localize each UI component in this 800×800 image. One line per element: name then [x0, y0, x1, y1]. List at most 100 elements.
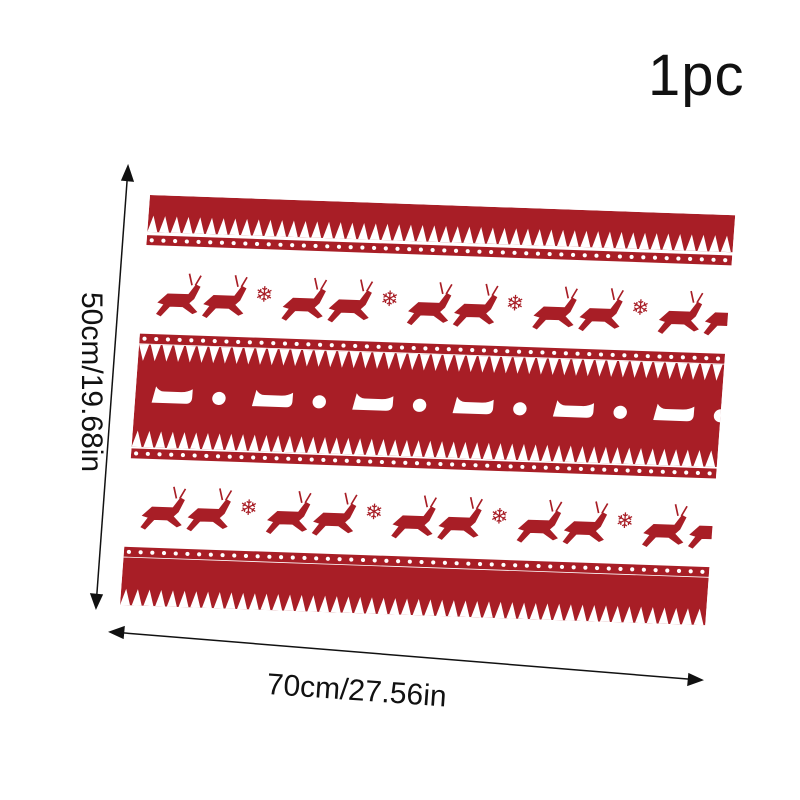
- tree-icon: [435, 441, 446, 458]
- tree-icon: [510, 228, 521, 245]
- tree-icon: [393, 224, 404, 241]
- tree-icon: [560, 358, 571, 376]
- tree-icon: [478, 356, 489, 373]
- dot: [407, 247, 412, 252]
- dot: [348, 245, 353, 250]
- dot: [414, 461, 420, 466]
- snowflake-icon: ❄: [505, 291, 525, 316]
- reindeer-icon: [452, 283, 499, 327]
- tree-icon: [276, 220, 287, 237]
- dot: [243, 553, 249, 558]
- dot: [180, 453, 186, 458]
- sleigh-icon: [251, 389, 294, 408]
- dot: [431, 560, 436, 565]
- tree-icon: [318, 595, 330, 613]
- tree-icon: [369, 223, 380, 240]
- tree-icon: [150, 344, 161, 362]
- reindeer-icon: [532, 286, 579, 330]
- reindeer-icon: [186, 488, 233, 532]
- tree-icon: [197, 346, 208, 363]
- dot: [192, 453, 197, 458]
- tree-icon: [326, 350, 337, 368]
- tree-icon: [618, 360, 629, 378]
- dot: [543, 465, 548, 470]
- dot: [259, 340, 264, 345]
- dot: [360, 245, 365, 250]
- ornament-icon: [312, 395, 326, 409]
- snowflake-icon: ❄: [756, 300, 776, 325]
- dot: [426, 461, 431, 466]
- tree-icon: [267, 348, 278, 366]
- tree-icon: [501, 356, 512, 374]
- tree-icon: [670, 607, 681, 625]
- tree-icon: [607, 360, 618, 378]
- dot: [660, 469, 665, 474]
- tree-icon: [677, 362, 688, 380]
- tree-icon: [357, 222, 369, 240]
- dot: [161, 238, 166, 243]
- tree-icon: [381, 223, 392, 241]
- tree-icon: [404, 224, 415, 242]
- dot: [138, 550, 143, 555]
- tree-icon: [521, 228, 532, 246]
- ornament-icon: [212, 391, 226, 405]
- tree-icon: [412, 440, 423, 457]
- tree-icon: [623, 606, 634, 623]
- tree-icon: [498, 227, 509, 245]
- dot: [157, 452, 162, 457]
- dot: [219, 240, 225, 245]
- dot: [150, 550, 155, 555]
- tree-icon: [424, 599, 435, 616]
- dot: [688, 256, 693, 262]
- dot: [524, 251, 529, 256]
- tree-icon: [623, 447, 634, 465]
- tree-icon: [139, 344, 150, 361]
- tree-icon: [576, 445, 587, 463]
- dot: [294, 341, 299, 347]
- tree-icon: [681, 449, 692, 467]
- dot: [438, 461, 443, 467]
- tree-icon: [354, 596, 365, 614]
- tree-icon: [174, 345, 185, 363]
- dot: [383, 246, 388, 251]
- tree-icon: [541, 444, 552, 462]
- tree-icon: [583, 359, 594, 377]
- dot: [208, 240, 213, 245]
- dot: [536, 564, 541, 569]
- tree-icon: [638, 232, 649, 250]
- dot: [520, 464, 525, 469]
- dot: [723, 258, 728, 263]
- height-label: 50cm/19.68in: [75, 292, 108, 473]
- dot: [535, 251, 541, 256]
- tree-icon: [588, 605, 599, 622]
- tree-icon: [482, 442, 493, 460]
- tree-icon: [213, 592, 224, 609]
- dot: [704, 356, 709, 361]
- tree-icon: [529, 444, 540, 461]
- reindeer-icon: [155, 273, 202, 317]
- dot: [555, 466, 560, 471]
- tree-icon: [205, 217, 216, 235]
- tree-icon: [307, 595, 318, 612]
- tree-icon: [264, 219, 275, 237]
- dot: [508, 464, 513, 469]
- dot: [496, 464, 502, 469]
- dot: [251, 455, 256, 460]
- tree-icon: [248, 434, 259, 452]
- snowflake-icon: ❄: [380, 287, 400, 312]
- tree-icon: [194, 217, 205, 234]
- tree-icon: [513, 357, 524, 374]
- reindeer-icon: [578, 288, 624, 332]
- dot: [680, 355, 685, 360]
- tree-icon: [436, 599, 447, 617]
- dot: [314, 556, 319, 561]
- tree-icon: [256, 348, 267, 365]
- dot: [485, 463, 490, 468]
- tree-icon: [240, 218, 251, 236]
- tree-icon: [494, 443, 505, 460]
- sleigh-icon: [452, 396, 494, 415]
- tree-icon: [225, 433, 236, 451]
- dot: [648, 469, 654, 474]
- tree-icon: [182, 216, 193, 234]
- tree-icon: [283, 594, 294, 612]
